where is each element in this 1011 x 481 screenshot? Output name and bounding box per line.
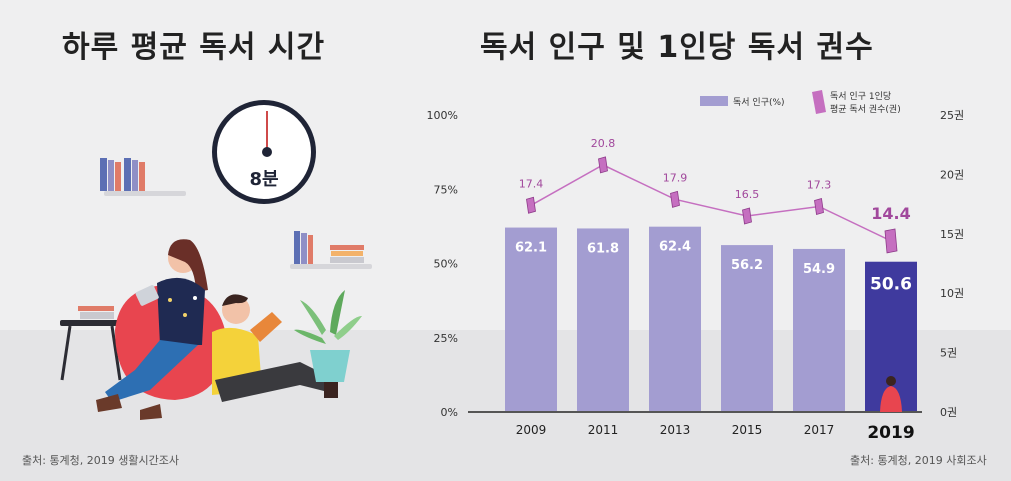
woman-jeans: [105, 340, 198, 402]
series-line: [530, 164, 892, 242]
book: [301, 233, 307, 264]
book-marker: [526, 196, 536, 214]
bar-value-label: 62.1: [515, 241, 547, 256]
x-tick-label: 2009: [516, 423, 547, 437]
x-tick-label: 2017: [804, 423, 835, 437]
x-tick-label: 2019: [867, 423, 914, 443]
shelf: [104, 191, 186, 196]
figure-body: [880, 386, 902, 412]
plant-pot: [310, 350, 350, 382]
book-marker: [598, 156, 608, 174]
legend-line-label-2: 평균 독서 권수(권): [830, 103, 901, 115]
x-axis: 2009 2011 2013 2015 2017 2019: [516, 423, 915, 443]
book: [100, 158, 107, 191]
table-leg: [60, 325, 72, 381]
chart-title: 독서 인구 및 1인당 독서 권수: [480, 30, 874, 65]
line-value-label: 17.4: [519, 177, 544, 190]
table-leg: [110, 325, 122, 381]
y-left-tick-label: 50%: [434, 258, 458, 271]
book: [115, 162, 121, 191]
bar-series: 62.1 61.8 62.4 56.2 54.9 50.6: [505, 226, 917, 412]
bar-value-label: 61.8: [587, 241, 619, 256]
left-source: 출처: 통계청, 2019 생활시간조사: [22, 454, 180, 467]
man-pants: [215, 362, 332, 402]
woman-hair: [168, 239, 208, 292]
left-title: 하루 평균 독서 시간: [62, 30, 326, 65]
bar-value-label: 56.2: [731, 258, 763, 273]
book-marker: [742, 207, 752, 225]
legend-line-label-1: 독서 인구 1인당: [830, 91, 891, 102]
book-held: [250, 312, 282, 342]
woman-sweater: [157, 277, 205, 345]
legend-bar-swatch: [700, 96, 728, 106]
y-right-tick-label: 20권: [940, 168, 964, 181]
clock-icon: 8분: [212, 100, 316, 204]
book: [330, 245, 364, 250]
line-value-label: 20.8: [591, 137, 616, 150]
x-tick-label: 2011: [588, 423, 619, 437]
clock-center: [262, 147, 272, 157]
bar-value-label: 62.4: [659, 240, 691, 255]
book: [78, 306, 114, 311]
book-icon: [812, 90, 826, 114]
x-tick-label: 2015: [732, 423, 763, 437]
x-tick-label: 2013: [660, 423, 691, 437]
y-left-tick-label: 75%: [434, 183, 458, 196]
clock-hand: [266, 111, 268, 151]
reading-illustration: [60, 158, 372, 420]
book: [108, 160, 114, 191]
y-left-tick-label: 25%: [434, 332, 458, 345]
bar: [505, 227, 557, 412]
y-left-tick-label: 100%: [427, 109, 458, 122]
book: [124, 158, 131, 191]
book: [139, 162, 145, 191]
line-value-label: 14.4: [871, 204, 910, 223]
book: [294, 231, 300, 264]
y-left-tick-label: 0%: [441, 406, 458, 419]
line-value-label: 16.5: [735, 188, 760, 201]
bar: [793, 248, 845, 412]
plant-leaf: [334, 315, 362, 340]
man-hair: [222, 294, 248, 306]
bar-value-label: 54.9: [803, 262, 835, 277]
bar: [649, 226, 701, 412]
shelf: [290, 264, 372, 269]
legend-bar-label: 독서 인구(%): [733, 97, 785, 108]
tablet: [135, 285, 159, 306]
chart-source: 출처: 통계청, 2019 사회조사: [850, 454, 987, 467]
book: [331, 251, 363, 256]
line-value-label: 17.3: [807, 178, 832, 191]
y-axis-left: 0% 25% 50% 75% 100%: [427, 109, 458, 419]
y-right-tick-label: 5권: [940, 347, 957, 360]
y-right-tick-label: 10권: [940, 287, 964, 300]
book: [132, 160, 138, 191]
side-table: [60, 320, 122, 326]
y-right-tick-label: 15권: [940, 228, 964, 241]
book-marker: [884, 228, 898, 254]
book: [308, 235, 313, 264]
book: [330, 257, 364, 263]
plant-leaf: [300, 300, 326, 335]
figure-head: [886, 376, 896, 386]
reading-time-value: 8분: [249, 169, 279, 190]
plant-leaf: [330, 290, 345, 335]
book-marker: [670, 190, 680, 208]
reading-figure-icon: [880, 376, 902, 412]
shoe: [96, 394, 122, 412]
bar: [577, 228, 629, 412]
book-marker: [814, 197, 824, 215]
line-value-label: 17.9: [663, 171, 688, 184]
plant-leaf: [294, 329, 326, 344]
bar-value-label: 50.6: [870, 275, 912, 295]
shoe: [140, 404, 162, 420]
line-series: 17.4 20.8 17.9 16.5 17.3 14.4: [519, 137, 911, 254]
y-right-tick-label: 25권: [940, 109, 964, 122]
y-right-tick-label: 0권: [940, 406, 957, 419]
y-axis-right: 0권 5권 10권 15권 20권 25권: [940, 109, 964, 419]
book: [80, 312, 114, 319]
legend: 독서 인구(%) 독서 인구 1인당 평균 독서 권수(권): [700, 90, 901, 115]
bar: [721, 245, 773, 412]
